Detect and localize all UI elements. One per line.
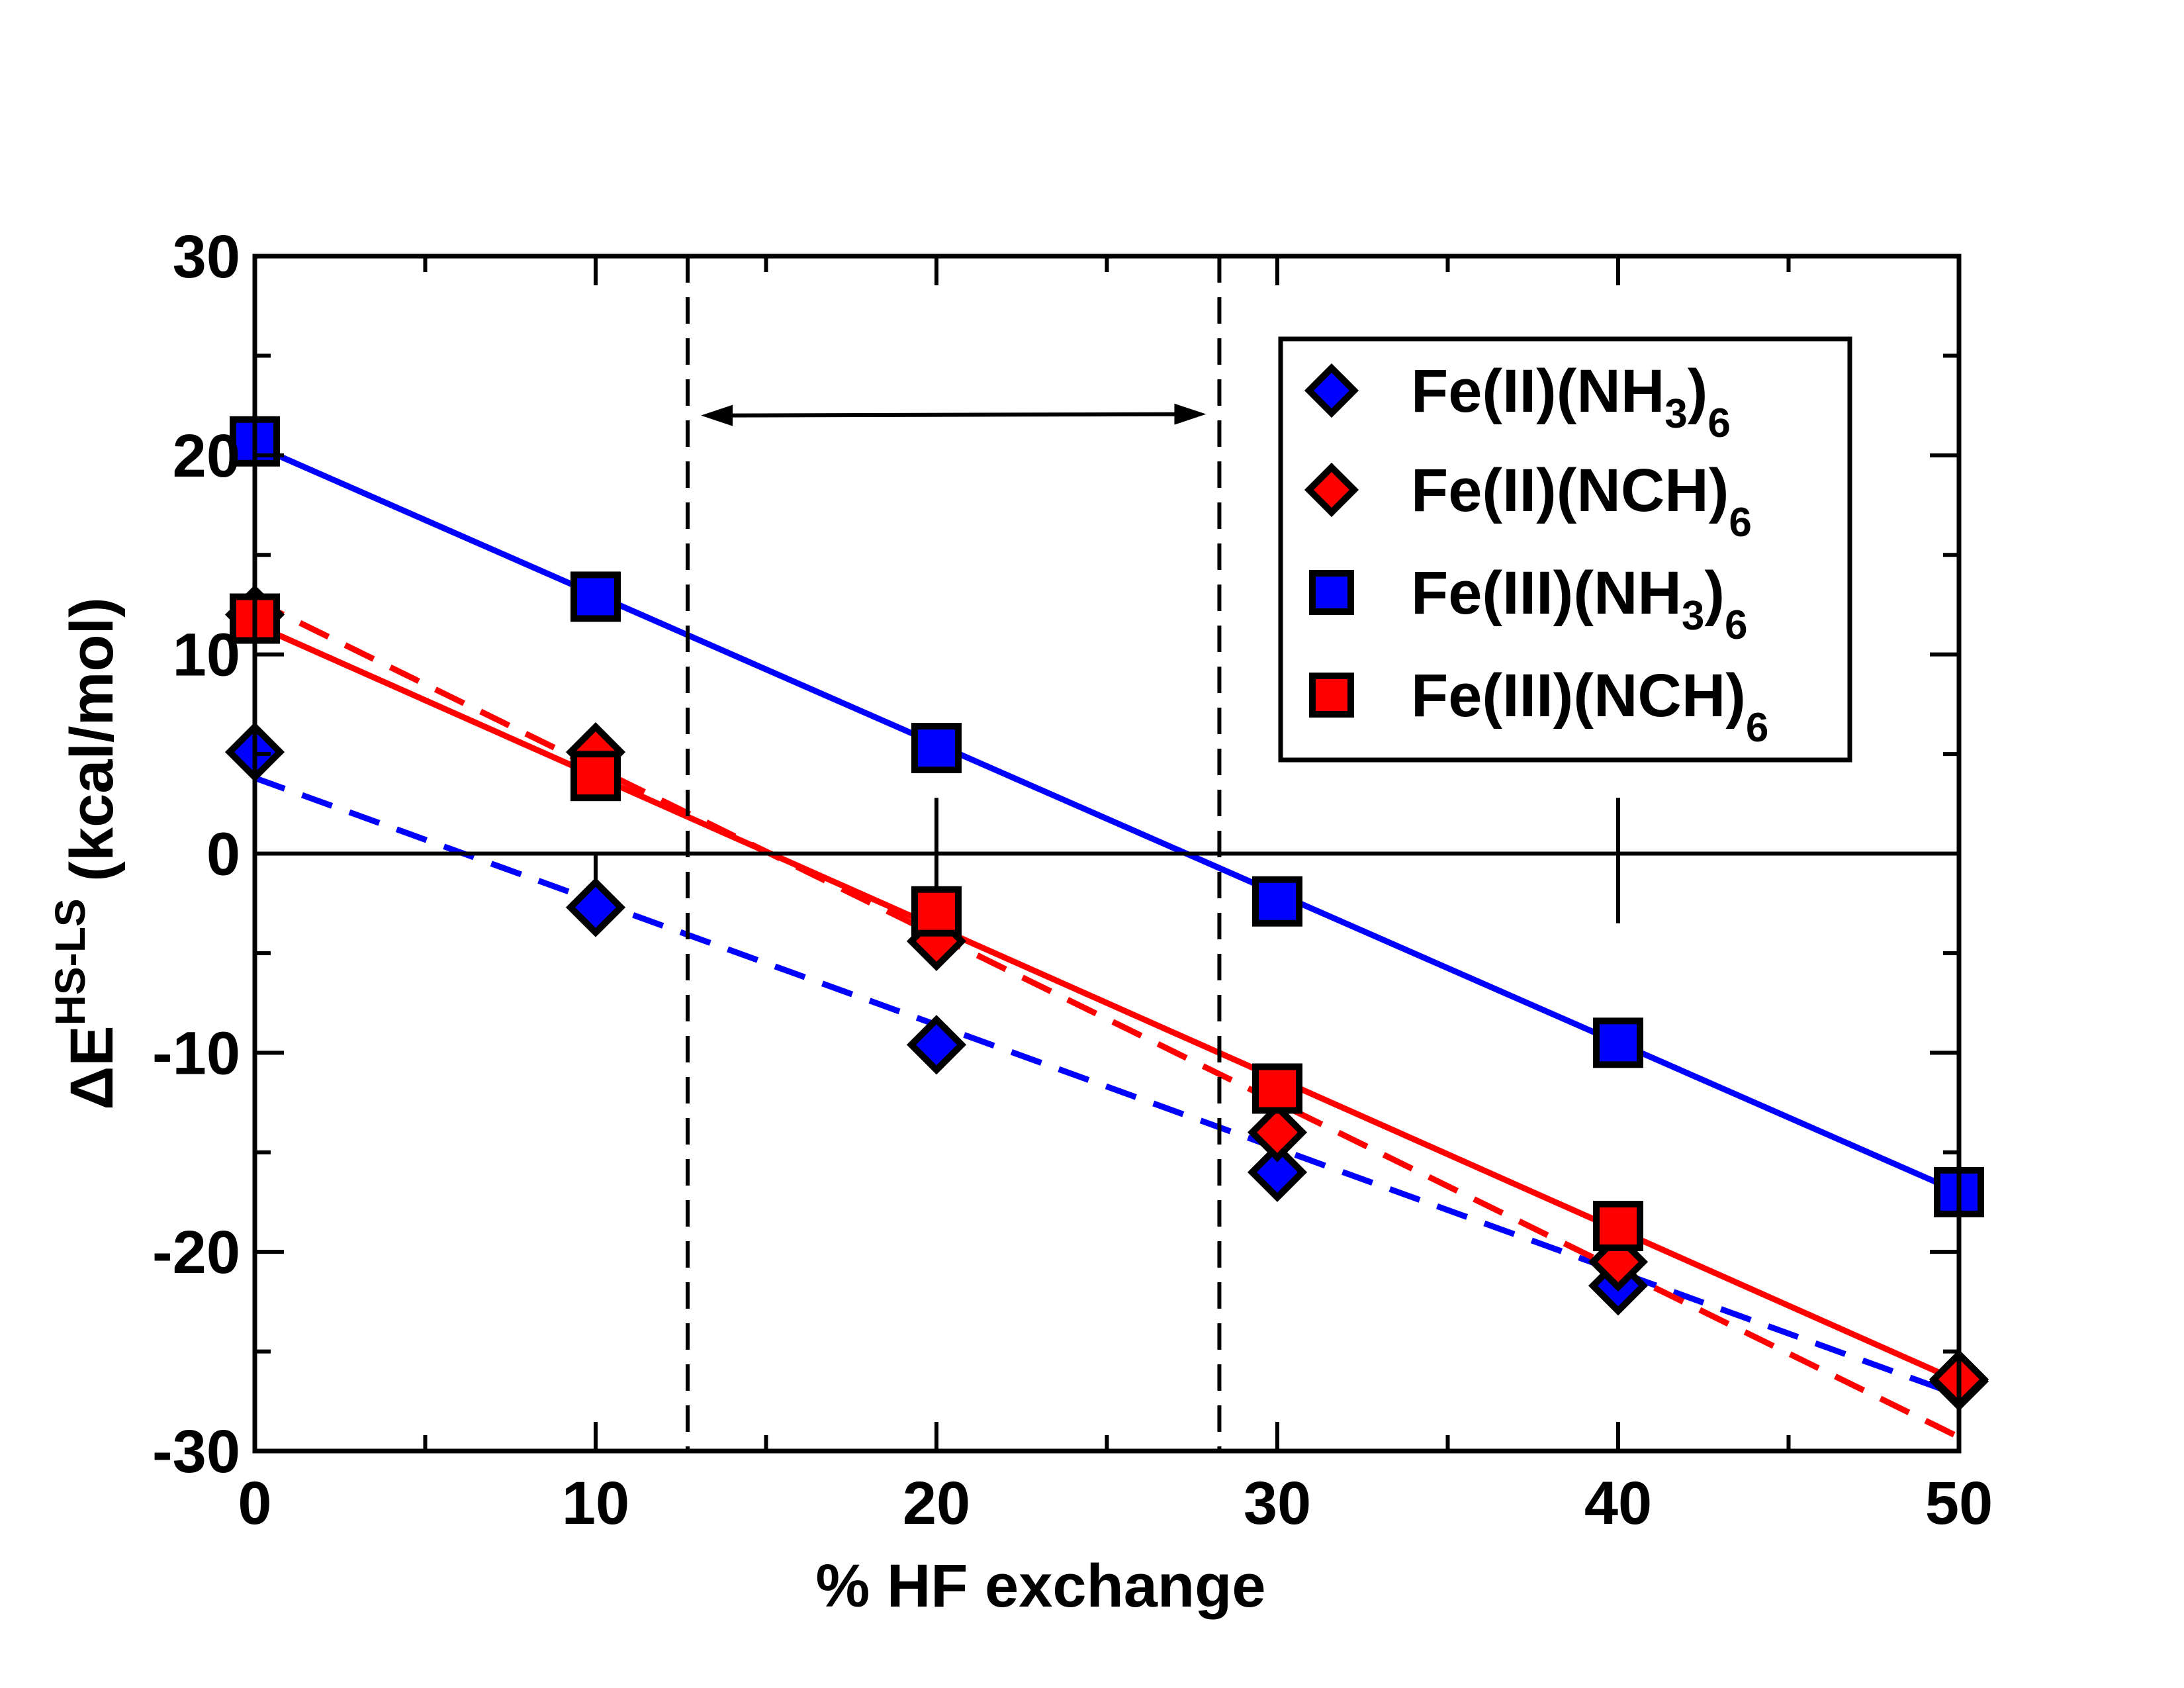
legend-label-main: Fe(II)(NH [1411,357,1664,425]
y-tick-label: 10 [173,622,240,689]
legend-marker [1309,673,1354,718]
legend-label-mid: ) [1704,559,1725,627]
data-point [1247,1142,1308,1202]
data-point [906,1015,967,1075]
data-point [1247,1102,1308,1162]
y-tick-label: -20 [152,1219,240,1286]
y-tick-label: -30 [152,1418,240,1485]
arrow-head-right [1174,403,1206,425]
y-axis-title-delta: ΔE [58,1025,126,1110]
legend-label: Fe(III)(NH3)6 [1411,559,1747,648]
fit-line-2 [255,442,1959,1196]
y-axis-title: ΔEHS-LS (kcal/mol) [46,597,126,1110]
data-markers [224,416,1989,1411]
x-tick-label: 10 [562,1470,629,1537]
legend-label-sub: 3 [1682,593,1704,639]
legend-label-mid: ) [1688,357,1708,425]
data-point [570,571,621,622]
y-tick-label: 20 [173,422,240,490]
fit-line-0 [255,774,1959,1398]
legend-label-sub: 6 [1746,705,1768,751]
x-tick-label: 20 [903,1470,970,1537]
legend-label-main: Fe(III)(NCH) [1411,662,1746,729]
x-tick-label: 30 [1244,1470,1311,1537]
axes [252,254,1962,1454]
data-point [911,723,962,774]
x-tick-label: 50 [1925,1470,1993,1537]
x-tick-label: 0 [238,1470,271,1537]
legend-label-main: Fe(II)(NCH) [1411,457,1729,524]
legend-entry: Fe(II)(NCH)6 [1304,457,1752,545]
legend-label: Fe(III)(NCH)6 [1411,662,1768,751]
y-tick-label: -10 [152,1019,240,1087]
tick-labels: 0 10 20 30 40 50 -30 -20 -10 0 10 20 30 [152,223,1993,1537]
data-point [1593,1201,1643,1252]
legend-label-sub: 6 [1729,500,1751,545]
legend-entry: Fe(III)(NCH)6 [1309,662,1768,751]
axis-titles: % HF exchange ΔEHS-LS (kcal/mol) [46,597,1265,1620]
legend-entry: Fe(II)(NH3)6 [1304,357,1731,446]
data-point [911,886,962,937]
legend-box [1278,336,1852,763]
data-point [1593,1017,1643,1068]
x-tick-label: 40 [1584,1470,1652,1537]
y-tick-label: 30 [173,223,240,291]
x-axis-title: % HF exchange [816,1552,1266,1620]
fit-line-1 [255,598,1959,1440]
legend-label-main: Fe(III)(NH [1411,559,1682,627]
y-tick-label: 0 [206,821,240,888]
data-point [1252,876,1302,927]
region-arrow [721,412,1187,418]
legend-label-sub: 3 [1664,391,1687,437]
legend-marker [1304,363,1359,418]
fit-lines [255,442,1959,1440]
y-axis-title-superscript: HS-LS [46,898,94,1025]
y-axis-title-unit: (kcal/mol) [58,597,126,898]
legend-marker [1309,570,1354,615]
legend-marker [1304,462,1359,518]
legend-label: Fe(II)(NH3)6 [1411,357,1731,446]
fit-line-3 [255,622,1959,1384]
legend-label-sub: 6 [1707,400,1730,446]
legend-label-sub: 6 [1725,602,1747,648]
legend: Fe(II)(NH3)6Fe(II)(NCH)6Fe(III)(NH3)6Fe(… [1278,336,1852,763]
data-point [1252,1063,1302,1114]
legend-entry: Fe(III)(NH3)6 [1309,559,1747,648]
data-point [570,751,621,802]
legend-label: Fe(II)(NCH)6 [1411,457,1752,545]
arrow-head-left [701,404,733,426]
y-axis-title-text: ΔEHS-LS (kcal/mol) [46,597,126,1110]
data-point [565,877,626,937]
